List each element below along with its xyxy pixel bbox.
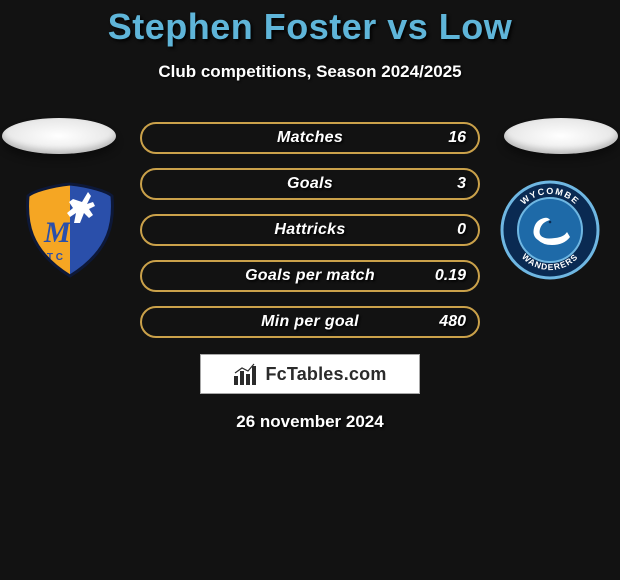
stat-row-hattricks: Hattricks 0: [140, 214, 480, 246]
stat-row-goals-per-match: Goals per match 0.19: [140, 260, 480, 292]
stat-row-goals: Goals 3: [140, 168, 480, 200]
stats-container: Matches 16 Goals 3 Hattricks 0 Goals per…: [140, 122, 480, 352]
stat-value-right: 0.19: [435, 267, 466, 285]
stat-label: Goals: [287, 175, 333, 193]
stat-label: Hattricks: [274, 221, 345, 239]
stat-value-right: 0: [457, 221, 466, 239]
page-title: Stephen Foster vs Low: [0, 0, 620, 48]
stat-label: Goals per match: [245, 267, 375, 285]
subtitle: Club competitions, Season 2024/2025: [0, 62, 620, 82]
date-line: 26 november 2024: [0, 412, 620, 432]
stat-label: Min per goal: [261, 313, 359, 331]
stat-value-right: 16: [448, 129, 466, 147]
player-avatar-right: [504, 118, 618, 154]
stat-value-right: 3: [457, 175, 466, 193]
fctables-text: FcTables.com: [265, 364, 386, 385]
svg-text:M: M: [43, 216, 72, 249]
stat-row-matches: Matches 16: [140, 122, 480, 154]
stat-label: Matches: [277, 129, 343, 147]
stat-value-right: 480: [439, 313, 466, 331]
fctables-bars-icon: [233, 362, 259, 386]
stat-row-min-per-goal: Min per goal 480: [140, 306, 480, 338]
club-badge-left: M F T C: [20, 180, 120, 280]
club-badge-right: WYCOMBE WANDERERS: [500, 180, 600, 280]
player-avatar-left: [2, 118, 116, 154]
fctables-logo: FcTables.com: [200, 354, 420, 394]
